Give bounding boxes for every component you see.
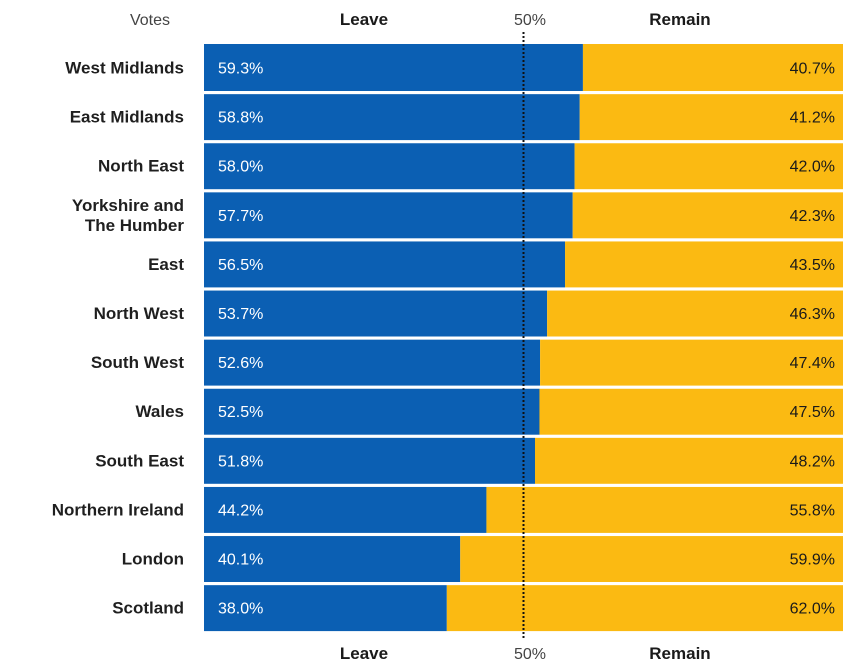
remain-bar: [540, 338, 843, 386]
leave-bar: [204, 191, 573, 239]
region-label-line: South East: [95, 451, 184, 470]
leave-bar: [204, 387, 540, 435]
remain-value-label: 40.7%: [790, 61, 835, 78]
leave-value-label: 44.2%: [218, 502, 263, 519]
region-label-line: South West: [91, 353, 185, 372]
leave-bar: [204, 436, 536, 484]
midpoint-footer: 50%: [514, 646, 546, 663]
leave-value-label: 59.3%: [218, 61, 263, 78]
leave-value-label: 58.0%: [218, 159, 263, 176]
leave-bar: [204, 485, 487, 533]
row-separator: [204, 190, 843, 193]
leave-bar: [204, 289, 548, 337]
remain-value-label: 48.2%: [790, 453, 835, 470]
row-separator: [204, 533, 843, 537]
region-label-line: Wales: [135, 402, 184, 421]
leave-value-label: 52.5%: [218, 404, 263, 421]
remain-header: Remain: [649, 10, 710, 29]
remain-bar: [582, 44, 843, 91]
leave-value-label: 38.0%: [218, 601, 263, 618]
remain-bar: [574, 142, 843, 190]
remain-bar: [539, 387, 843, 435]
region-label: North West: [94, 304, 185, 323]
region-label-line: London: [122, 550, 184, 569]
midpoint-header: 50%: [514, 12, 546, 29]
row-separator: [204, 141, 843, 144]
leave-footer: Leave: [340, 644, 388, 663]
remain-value-label: 62.0%: [790, 601, 835, 618]
remain-bar: [486, 485, 843, 533]
region-label: West Midlands: [65, 59, 184, 78]
row-separator: [204, 386, 843, 389]
region-label-line: West Midlands: [65, 59, 184, 78]
region-label-line: Scotland: [112, 599, 184, 618]
region-label: Yorkshire and The Humber: [72, 196, 184, 235]
region-label: Scotland: [112, 599, 184, 618]
region-label: South West: [91, 353, 185, 372]
region-label-line: East: [148, 255, 184, 274]
region-label-line: Northern Ireland: [52, 500, 184, 519]
remain-bar: [446, 584, 843, 632]
bars-group: West Midlands 59.3% 40.7% East Midlands 58.8…: [52, 44, 843, 632]
remain-value-label: 42.0%: [790, 159, 835, 176]
region-label: South East: [95, 451, 184, 470]
region-label: Wales: [135, 402, 184, 421]
leave-value-label: 52.6%: [218, 355, 263, 372]
remain-bar: [535, 436, 843, 484]
remain-value-label: 47.4%: [790, 355, 835, 372]
remain-footer: Remain: [649, 644, 710, 663]
leave-bar: [204, 142, 575, 190]
leave-value-label: 58.8%: [218, 110, 263, 127]
leave-bar: [204, 338, 541, 386]
remain-bar: [572, 191, 843, 239]
remain-bar: [460, 535, 843, 582]
region-label-line: North East: [98, 157, 184, 176]
leave-bar: [204, 584, 447, 632]
leave-bar: [204, 535, 461, 582]
leave-value-label: 57.7%: [218, 208, 263, 225]
remain-value-label: 41.2%: [790, 110, 835, 127]
region-label-line: North West: [94, 304, 185, 323]
region-label: East: [148, 255, 184, 274]
remain-value-label: 46.3%: [790, 306, 835, 323]
region-label: North East: [98, 157, 184, 176]
row-separator: [204, 337, 843, 340]
leave-bar: [204, 93, 580, 141]
leave-header: Leave: [340, 10, 388, 29]
remain-bar: [579, 93, 843, 141]
remain-value-label: 47.5%: [790, 404, 835, 421]
votes-header: Votes: [130, 12, 170, 29]
region-label: Northern Ireland: [52, 500, 184, 519]
remain-value-label: 43.5%: [790, 257, 835, 274]
region-label: East Midlands: [70, 108, 184, 127]
leave-bar: [204, 240, 566, 288]
leave-value-label: 40.1%: [218, 552, 263, 569]
leave-value-label: 53.7%: [218, 306, 263, 323]
region-label-line: East Midlands: [70, 108, 184, 127]
region-label-line: The Humber: [85, 216, 185, 235]
region-label-line: Yorkshire and: [72, 196, 184, 215]
region-label: London: [122, 550, 184, 569]
leave-value-label: 56.5%: [218, 257, 263, 274]
remain-value-label: 55.8%: [790, 502, 835, 519]
leave-bar: [204, 44, 583, 91]
leave-value-label: 51.8%: [218, 453, 263, 470]
remain-bar: [565, 240, 843, 288]
remain-bar: [547, 289, 843, 337]
remain-value-label: 59.9%: [790, 552, 835, 569]
remain-value-label: 42.3%: [790, 208, 835, 225]
